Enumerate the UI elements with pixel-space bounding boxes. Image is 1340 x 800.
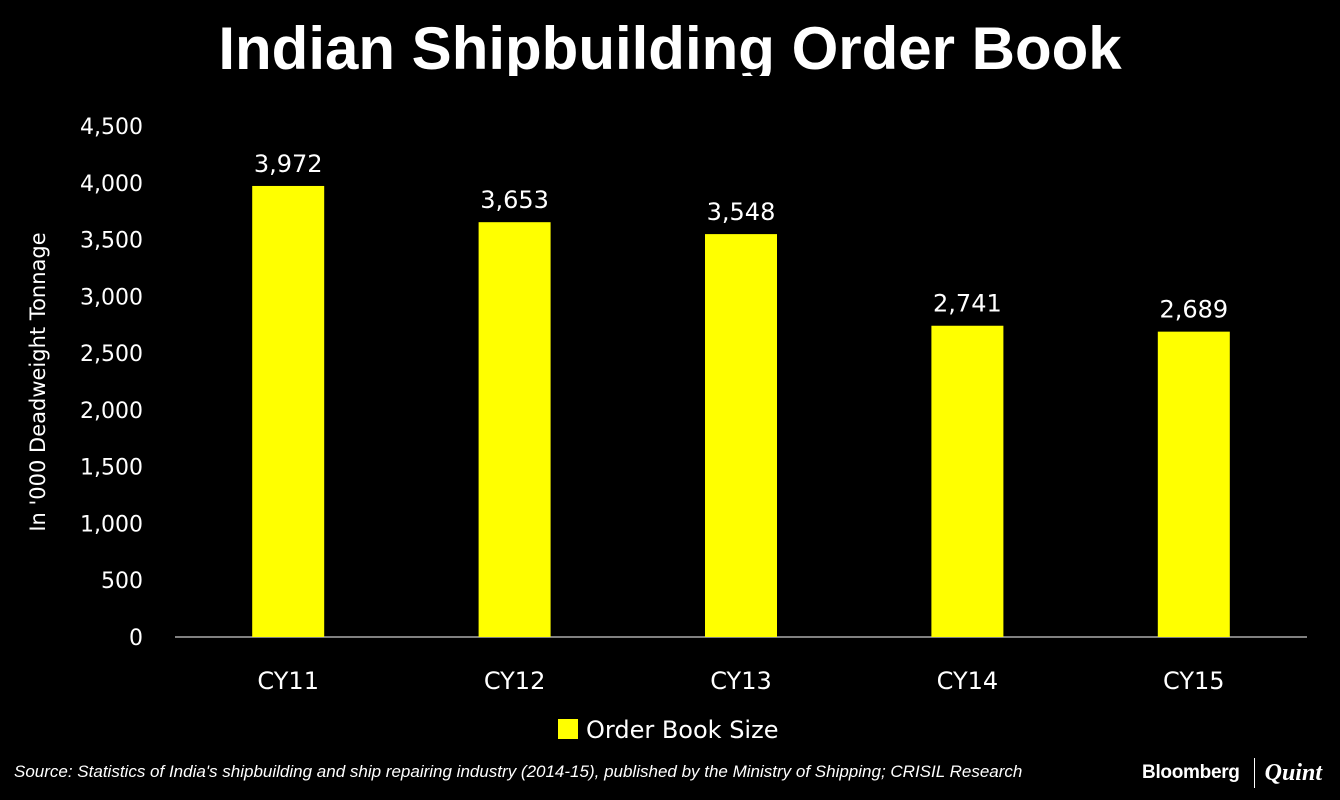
y-tick-label: 3,000 — [80, 285, 143, 310]
bar — [252, 185, 325, 637]
bar-value-labels: 3,972 3,653 3,548 2,741 2,689 — [254, 150, 1228, 324]
x-axis-ticks: CY11 CY12 CY13 CY14 CY15 — [257, 667, 1224, 695]
y-tick-label: 4,000 — [80, 172, 143, 197]
brand-bloomberg: Bloomberg — [1142, 762, 1240, 783]
x-tick-label: CY15 — [1163, 667, 1225, 695]
y-tick-label: 3,500 — [80, 229, 143, 254]
bar — [1157, 331, 1230, 637]
y-tick-label: 4,500 — [80, 115, 143, 140]
legend: Order Book Size — [558, 716, 778, 744]
y-axis-label-group: In '000 Deadweight Tonnage — [26, 232, 50, 531]
y-tick-label: 1,000 — [80, 512, 143, 537]
x-tick-label: CY11 — [257, 667, 319, 695]
bar — [705, 234, 777, 637]
y-tick-label: 1,500 — [80, 456, 143, 481]
bar — [931, 325, 1004, 637]
bar-value-label: 3,653 — [480, 186, 549, 214]
bar-value-label: 3,548 — [707, 198, 776, 226]
y-axis-ticks: 0 500 1,000 1,500 2,000 2,500 3,000 3,500 4,000 4… — [80, 115, 143, 651]
bar-value-label: 3,972 — [254, 150, 323, 178]
chart-title: Indian Shipbuilding Order Book — [218, 15, 1122, 76]
y-tick-label: 500 — [101, 569, 143, 594]
y-tick-label: 0 — [129, 626, 143, 651]
brand-quint: Quint — [1264, 759, 1322, 786]
bar-value-label: 2,689 — [1159, 296, 1228, 324]
legend-swatch — [558, 719, 578, 739]
y-axis-label: In '000 Deadweight Tonnage — [26, 232, 50, 531]
bar — [478, 222, 551, 637]
brand-logo: Bloomberg Quint — [1142, 756, 1322, 790]
y-tick-label: 2,000 — [80, 399, 143, 424]
x-tick-label: CY14 — [937, 667, 999, 695]
x-tick-label: CY13 — [710, 667, 772, 695]
brand-divider — [1253, 758, 1255, 788]
legend-label: Order Book Size — [586, 716, 778, 744]
x-tick-label: CY12 — [484, 667, 546, 695]
bar-series — [252, 185, 1230, 637]
y-tick-label: 2,500 — [80, 342, 143, 367]
bar-value-label: 2,741 — [933, 290, 1002, 318]
source-note: Source: Statistics of India's shipbuildi… — [14, 762, 1023, 781]
